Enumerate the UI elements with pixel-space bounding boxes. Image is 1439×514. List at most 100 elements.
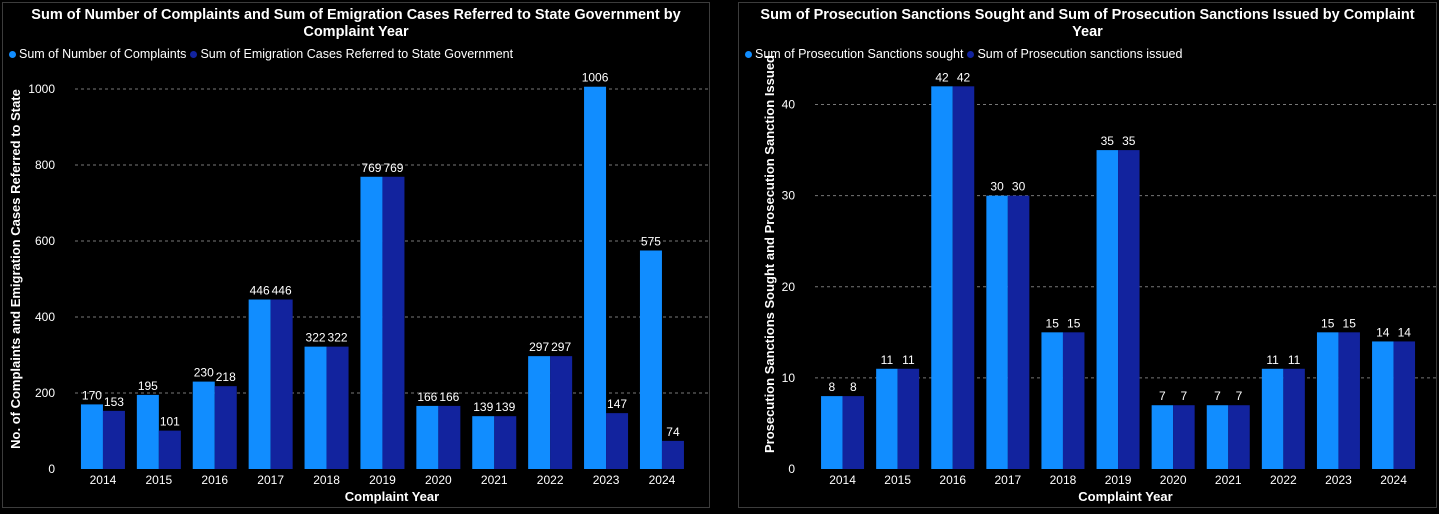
legend-item-sought[interactable]: Sum of Prosecution Sanctions sought	[745, 47, 963, 61]
legend-marker	[745, 50, 752, 58]
bar-series-2	[270, 299, 293, 469]
x-axis-title: Complaint Year	[345, 489, 439, 504]
data-label: 446	[272, 284, 292, 298]
data-label: 11	[881, 353, 894, 367]
bar-series-1	[1372, 341, 1394, 469]
data-label: 101	[160, 415, 180, 429]
x-tick-label: 2024	[1380, 473, 1407, 487]
bar-series-1	[192, 381, 215, 469]
y-tick-label: 20	[782, 280, 796, 294]
y-tick-label: 40	[782, 98, 796, 112]
data-label: 42	[957, 70, 971, 84]
chart-legend: Sum of Prosecution Sanctions sought Sum …	[745, 47, 1186, 61]
data-label: 74	[666, 425, 680, 439]
data-label: 139	[473, 400, 493, 414]
bar-series-1	[1261, 368, 1284, 469]
data-label: 153	[104, 395, 124, 409]
bar-series-1	[1151, 405, 1174, 469]
bar-series-2	[1062, 332, 1085, 469]
data-label: 15	[1321, 316, 1335, 330]
bar-series-2	[606, 413, 629, 469]
bar-series-2	[102, 410, 125, 469]
data-label: 769	[361, 161, 381, 175]
y-tick-label: 10	[782, 371, 796, 385]
x-tick-label: 2014	[829, 473, 856, 487]
data-label: 139	[495, 400, 515, 414]
bar-series-1	[986, 195, 1008, 469]
data-label: 166	[417, 390, 437, 404]
data-label: 195	[138, 379, 158, 393]
bar-series-2	[158, 430, 181, 469]
data-label: 297	[551, 340, 571, 354]
data-label: 218	[216, 370, 236, 384]
bar-series-1	[876, 368, 898, 469]
data-label: 769	[383, 161, 403, 175]
data-label: 1006	[582, 71, 609, 85]
bar-series-1	[80, 404, 103, 469]
x-tick-label: 2023	[1325, 473, 1352, 487]
data-label: 11	[1266, 353, 1279, 367]
complaints-bar-chart: 0 200 400 600 800 1000 170 153 2014 195 101 2015 230…	[8, 71, 709, 504]
data-label: 7	[1181, 389, 1188, 403]
data-label: 7	[1236, 389, 1243, 403]
data-label: 35	[1101, 134, 1115, 148]
bar-series-1	[639, 250, 662, 469]
bar-series-2	[661, 440, 684, 469]
x-tick-label: 2023	[593, 473, 620, 487]
legend-label: Sum of Number of Complaints	[19, 47, 187, 61]
chart-legend: Sum of Number of Complaints Sum of Emigr…	[9, 47, 517, 61]
legend-label: Sum of Emigration Cases Referred to Stat…	[200, 47, 514, 61]
x-axis-title: Complaint Year	[1078, 489, 1172, 504]
bar-series-2	[382, 176, 405, 469]
bar-series-1	[1096, 150, 1119, 469]
sanctions-chart-panel: Sum of Prosecution Sanctions Sought and …	[738, 2, 1437, 508]
x-tick-label: 2014	[90, 473, 117, 487]
bar-series-1	[1041, 332, 1063, 469]
complaints-chart-panel: Sum of Number of Complaints and Sum of E…	[2, 2, 710, 508]
bar-series-2	[1283, 368, 1305, 469]
legend-item-complaints[interactable]: Sum of Number of Complaints	[9, 47, 186, 61]
data-label: 42	[935, 70, 949, 84]
bar-series-2	[326, 346, 349, 469]
legend-item-emigration[interactable]: Sum of Emigration Cases Referred to Stat…	[190, 47, 513, 61]
data-label: 297	[529, 340, 549, 354]
legend-item-issued[interactable]: Sum of Prosecution sanctions issued	[967, 47, 1182, 61]
x-tick-label: 2024	[649, 473, 676, 487]
bar-series-2	[550, 356, 573, 469]
data-label: 14	[1398, 325, 1412, 339]
data-label: 30	[1012, 180, 1026, 194]
x-tick-label: 2016	[939, 473, 966, 487]
data-label: 30	[990, 180, 1004, 194]
y-tick-label: 30	[782, 189, 796, 203]
data-label: 7	[1214, 389, 1221, 403]
x-tick-label: 2017	[257, 473, 284, 487]
y-tick-label: 200	[35, 386, 55, 400]
bar-series-2	[1228, 405, 1250, 469]
y-tick-label: 800	[35, 158, 55, 172]
bar-series-1	[416, 405, 439, 469]
data-label: 170	[82, 388, 102, 402]
bar-series-2	[494, 416, 517, 469]
data-label: 322	[328, 331, 348, 345]
legend-marker	[9, 50, 16, 58]
x-tick-label: 2021	[1215, 473, 1242, 487]
y-tick-label: 400	[35, 310, 55, 324]
data-label: 575	[641, 235, 661, 249]
data-label: 166	[439, 390, 459, 404]
bar-series-2	[1393, 341, 1416, 469]
bar-series-2	[897, 368, 920, 469]
bar-series-2	[1173, 405, 1195, 469]
y-tick-label: 0	[48, 462, 55, 476]
legend-marker	[967, 50, 975, 58]
bar-series-1	[360, 176, 383, 469]
y-axis-title: No. of Complaints and Emigration Cases R…	[8, 89, 23, 449]
legend-marker	[190, 50, 198, 58]
x-tick-label: 2021	[481, 473, 508, 487]
bar-series-2	[438, 405, 461, 469]
bar-series-2	[952, 86, 975, 469]
data-label: 446	[250, 284, 270, 298]
data-label: 14	[1376, 325, 1390, 339]
x-tick-label: 2019	[369, 473, 396, 487]
bar-series-1	[248, 299, 271, 469]
bar-series-2	[1118, 150, 1140, 469]
